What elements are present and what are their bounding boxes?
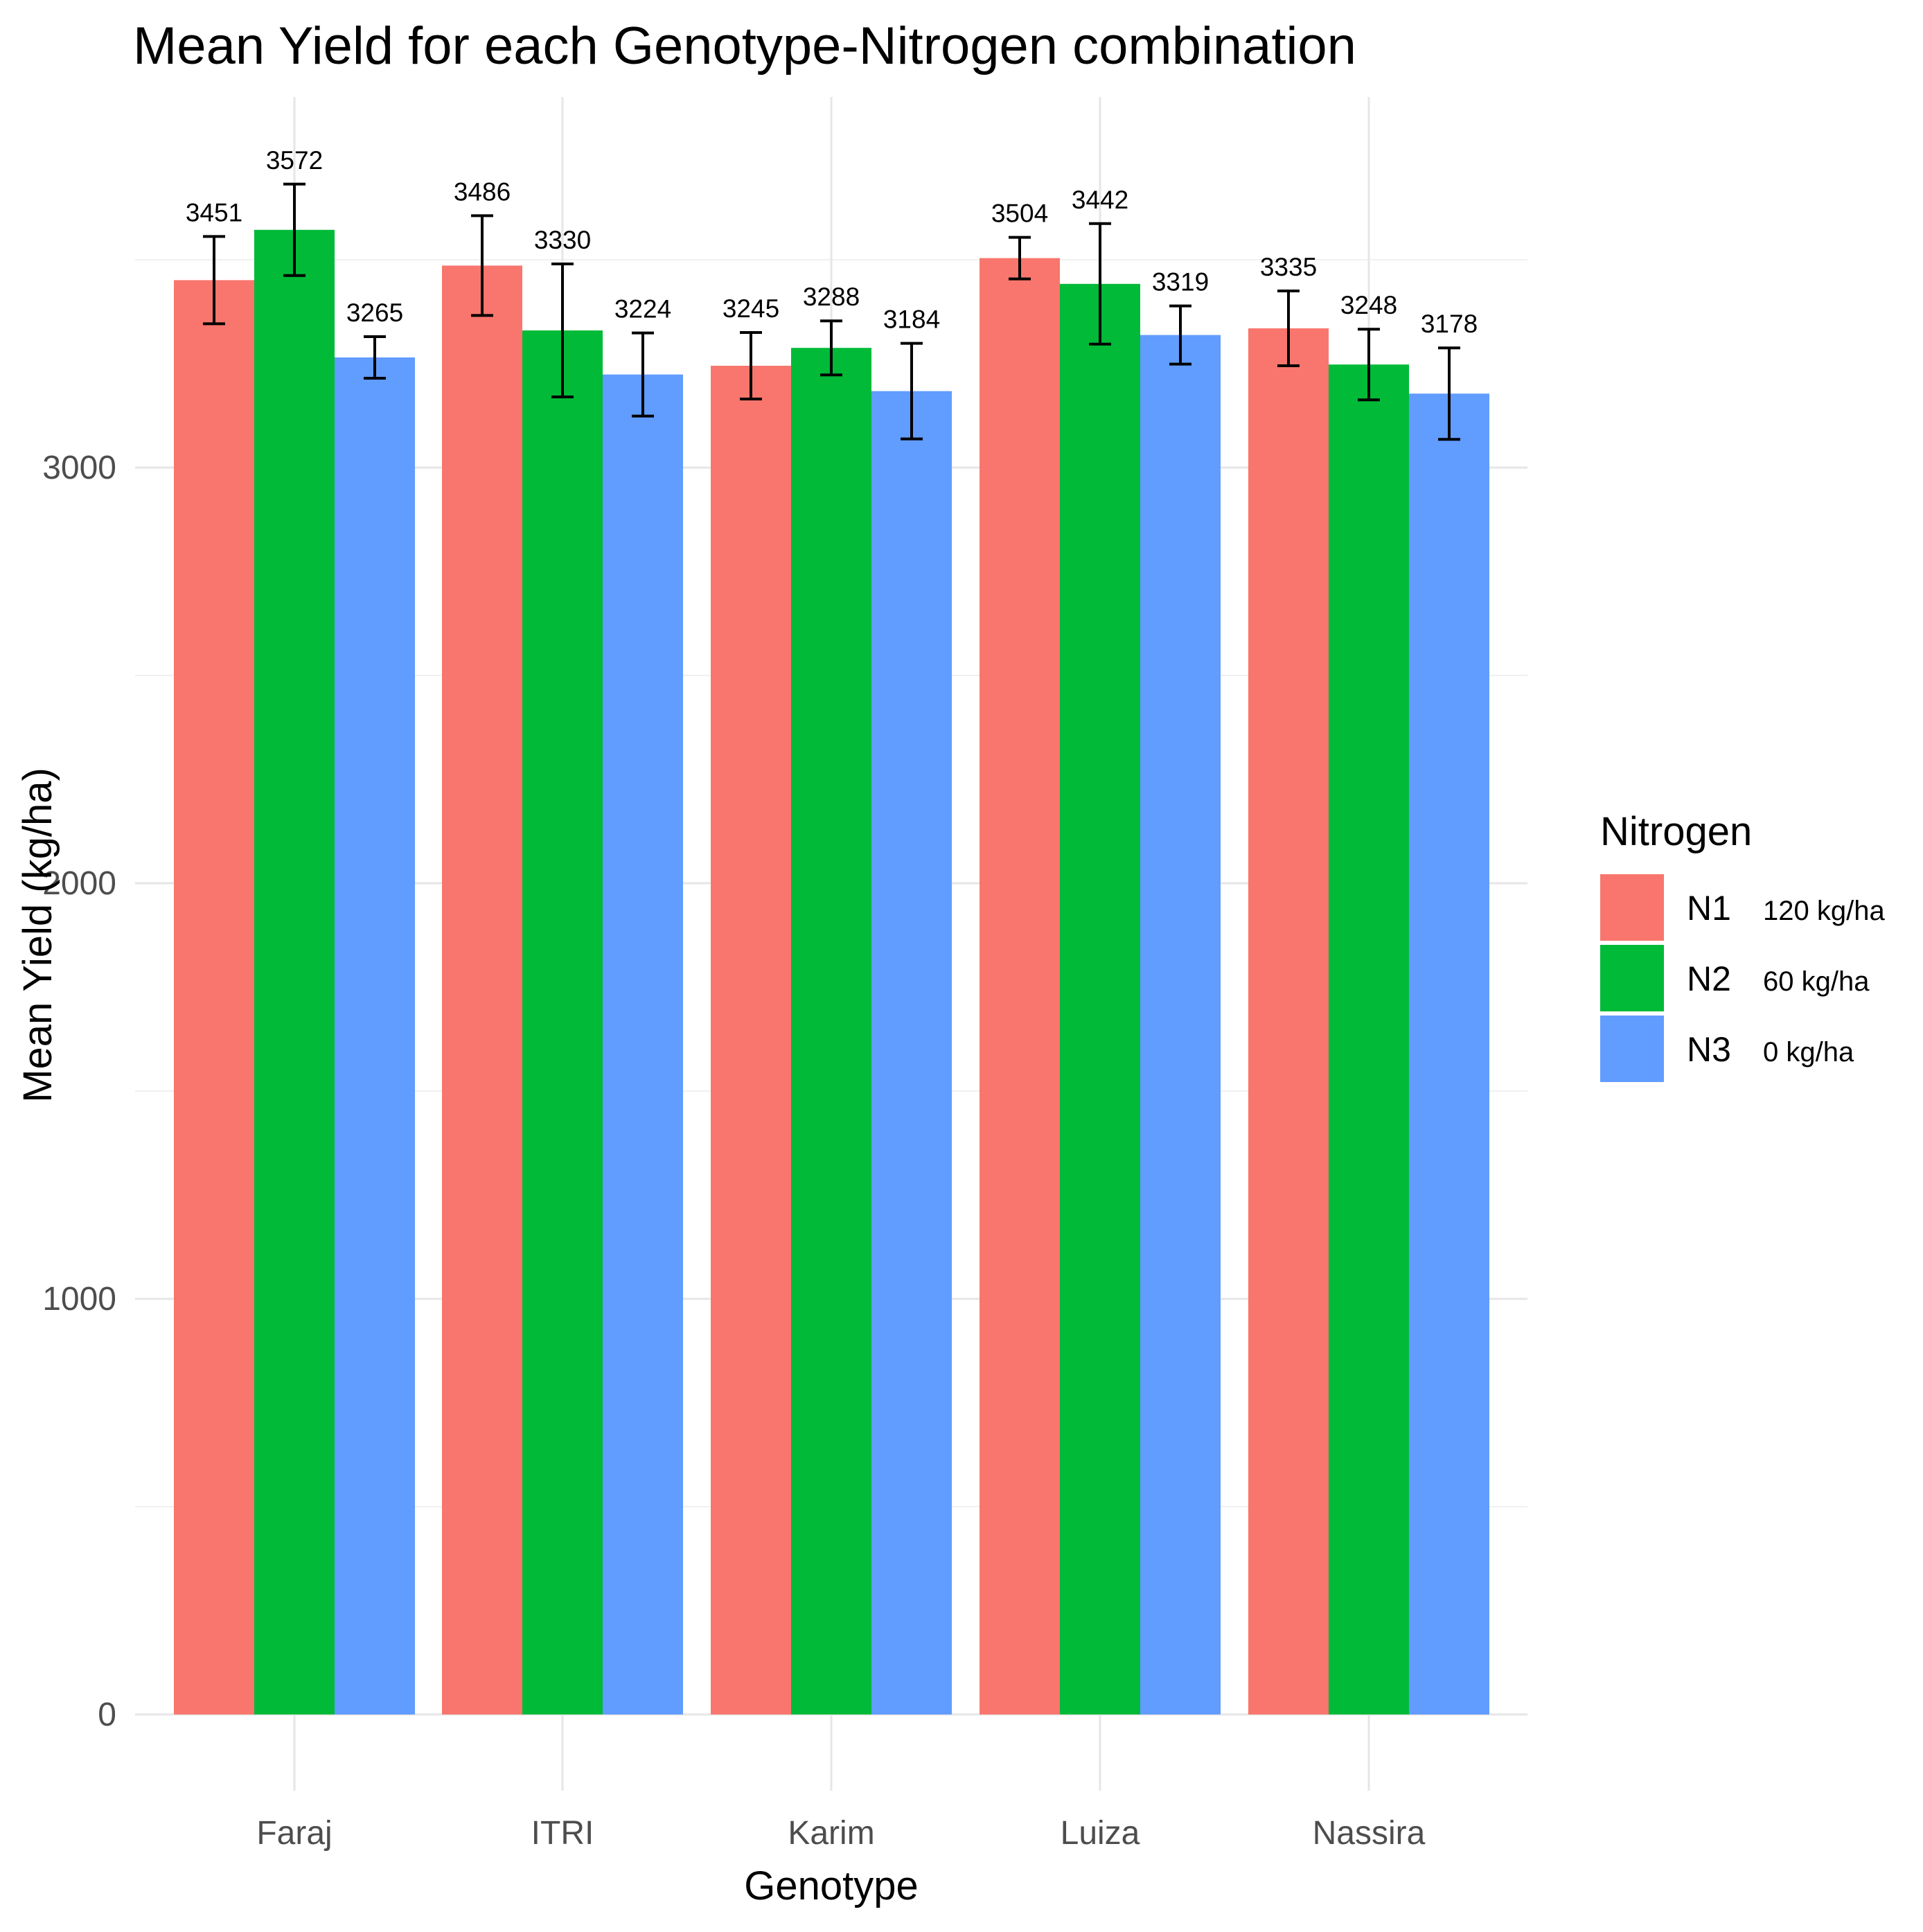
error-bar xyxy=(1009,236,1031,281)
bar-N3-ITRI xyxy=(603,374,683,1714)
bar-N2-Karim xyxy=(791,348,871,1715)
y-tick-label: 1000 xyxy=(42,1281,116,1318)
bar-N3-Faraj xyxy=(335,357,415,1714)
data-label: 3504 xyxy=(991,200,1048,228)
bar-N2-Faraj xyxy=(254,229,335,1714)
data-label: 3451 xyxy=(186,198,242,227)
error-bar xyxy=(364,335,386,380)
data-label: 3178 xyxy=(1421,310,1478,338)
bar-N3-Nassira xyxy=(1409,393,1489,1715)
legend-key-N1 xyxy=(1600,874,1664,941)
bars xyxy=(174,229,1489,1715)
x-tick-label: ITRI xyxy=(531,1815,594,1852)
bar-N2-ITRI xyxy=(522,330,603,1714)
bar-N2-Nassira xyxy=(1329,364,1409,1715)
bar-N1-Luiza xyxy=(980,258,1060,1714)
error-bar xyxy=(740,331,762,400)
chart-title: Mean Yield for each Genotype-Nitrogen co… xyxy=(133,17,1356,76)
bar-N1-Faraj xyxy=(174,280,254,1715)
data-label: 3245 xyxy=(723,294,779,323)
legend-label-N2: N2 xyxy=(1687,959,1731,998)
legend-label-N3: N3 xyxy=(1687,1030,1731,1069)
data-label: 3319 xyxy=(1152,268,1209,296)
bar-N3-Karim xyxy=(871,391,952,1714)
data-label: 3572 xyxy=(266,146,323,175)
data-label: 3335 xyxy=(1260,253,1317,281)
data-label: 3248 xyxy=(1340,291,1397,319)
data-label: 3442 xyxy=(1072,186,1128,214)
error-bar xyxy=(471,214,493,317)
bar-N1-Nassira xyxy=(1248,328,1329,1714)
y-tick-label: 0 xyxy=(98,1696,116,1733)
bar-N2-Luiza xyxy=(1060,283,1140,1714)
legend-key-N2 xyxy=(1600,945,1664,1011)
x-tick-label: Faraj xyxy=(256,1815,332,1852)
data-label: 3224 xyxy=(614,295,671,324)
legend-label-N1: N1 xyxy=(1687,889,1731,928)
legend-rate-N1: 120 kg/ha xyxy=(1763,896,1885,926)
legend-title: Nitrogen xyxy=(1600,809,1752,854)
data-label: 3330 xyxy=(534,226,591,254)
error-bar xyxy=(551,263,574,398)
x-tick-label: Karim xyxy=(788,1815,874,1852)
legend-rate-N2: 60 kg/ha xyxy=(1763,966,1870,997)
data-label: 3265 xyxy=(346,299,403,327)
axes: 0 1000 2000 3000 Faraj ITRI Karim Luiza Nassira xyxy=(42,450,1425,1852)
error-bar xyxy=(203,235,225,326)
bar-N3-Luiza xyxy=(1140,335,1221,1715)
error-bar xyxy=(1277,290,1300,367)
x-tick-label: Luiza xyxy=(1061,1815,1140,1852)
error-bars xyxy=(203,182,1460,441)
error-bar xyxy=(1169,304,1191,366)
data-label: 3288 xyxy=(803,283,860,311)
error-bar xyxy=(1358,328,1380,402)
y-tick-label: 3000 xyxy=(42,450,116,486)
x-tick-label: Nassira xyxy=(1313,1815,1426,1852)
y-tick-label: 2000 xyxy=(42,865,116,902)
x-axis-title: Genotype xyxy=(744,1863,919,1908)
error-bar xyxy=(632,331,654,418)
error-bar xyxy=(820,319,842,377)
legend-key-N3 xyxy=(1600,1016,1664,1082)
y-axis-title: Mean Yield (kg/ha) xyxy=(15,768,60,1103)
bar-N1-Karim xyxy=(711,366,791,1714)
error-bar xyxy=(1089,222,1111,346)
error-bar xyxy=(1438,346,1460,441)
data-labels: 3451 3486 3245 3504 3335 3572 3330 3288 3442 3248… xyxy=(186,146,1478,338)
legend-rate-N3: 0 kg/ha xyxy=(1763,1037,1854,1067)
bar-N1-ITRI xyxy=(442,265,522,1715)
legend: Nitrogen N1 120 kg/ha N2 60 kg/ha N3 0 kg/ha xyxy=(1600,809,1885,1082)
error-bar xyxy=(901,342,923,441)
data-label: 3486 xyxy=(454,177,511,206)
error-bar xyxy=(283,182,305,277)
data-label: 3184 xyxy=(883,305,940,334)
